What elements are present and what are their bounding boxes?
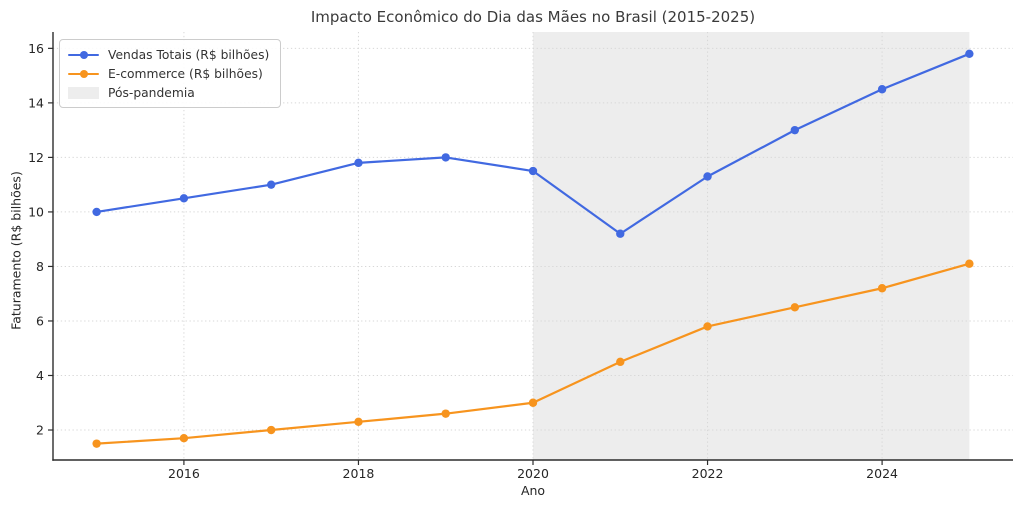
data-point-series-0 — [877, 85, 887, 94]
legend-line-marker-icon — [68, 48, 99, 61]
x-tick-label: 2018 — [343, 466, 375, 481]
data-point-series-1 — [965, 259, 974, 268]
y-tick-label: 16 — [28, 41, 44, 56]
legend-label-vendas-totais: Vendas Totais (R$ bilhões) — [108, 47, 270, 62]
data-point-series-0 — [616, 229, 625, 238]
data-point-series-0 — [92, 207, 101, 217]
data-point-series-0 — [528, 166, 538, 176]
data-point-series-0 — [179, 194, 189, 203]
legend-line-marker-icon — [68, 67, 99, 80]
legend-item-ecommerce: E-commerce (R$ bilhões) — [68, 64, 269, 83]
y-axis-label: Faturamento (R$ bilhões) — [8, 171, 24, 330]
y-tick-label: 10 — [28, 204, 44, 219]
data-point-series-1 — [266, 425, 276, 435]
legend-dot-0 — [80, 50, 88, 59]
y-tick-label: 4 — [36, 368, 44, 383]
legend: Vendas Totais (R$ bilhões) E-commerce (R… — [59, 39, 282, 108]
legend-item-vendas-totais: Vendas Totais (R$ bilhões) — [68, 45, 269, 64]
data-point-series-1 — [92, 439, 101, 448]
shaded-region-pos-pandemia — [533, 32, 970, 460]
data-point-series-0 — [266, 180, 276, 189]
x-tick-label: 2016 — [168, 466, 200, 481]
data-point-series-0 — [790, 125, 800, 135]
y-tick-label: 8 — [36, 259, 44, 274]
data-point-series-1 — [703, 322, 712, 331]
chart-title: Impacto Econômico do Dia das Mães no Bra… — [310, 8, 756, 26]
y-tick-label: 12 — [28, 150, 44, 165]
legend-swatch-region — [68, 86, 99, 99]
y-tick-label: 6 — [36, 313, 44, 328]
data-point-series-1 — [179, 433, 189, 443]
data-point-series-0 — [703, 172, 712, 181]
data-point-series-0 — [965, 49, 974, 59]
data-point-series-0 — [354, 158, 363, 168]
legend-dot-1 — [80, 69, 88, 78]
data-point-series-1 — [354, 417, 363, 427]
data-point-series-1 — [528, 398, 538, 407]
legend-patch-icon — [68, 86, 99, 99]
data-point-series-1 — [616, 357, 625, 367]
data-point-series-1 — [877, 284, 887, 293]
x-tick-label: 2020 — [517, 466, 549, 481]
data-point-series-1 — [441, 409, 450, 418]
x-tick-label: 2022 — [692, 466, 724, 481]
y-tick-label: 2 — [36, 423, 44, 438]
legend-item-pos-pandemia: Pós-pandemia — [68, 83, 269, 102]
data-point-series-1 — [790, 303, 800, 312]
y-tick-label: 14 — [28, 95, 44, 110]
legend-label-pos-pandemia: Pós-pandemia — [108, 85, 195, 100]
legend-label-ecommerce: E-commerce (R$ bilhões) — [108, 66, 263, 81]
data-point-series-0 — [441, 153, 450, 162]
x-axis-label: Ano — [520, 483, 546, 498]
x-tick-label: 2024 — [866, 466, 898, 481]
